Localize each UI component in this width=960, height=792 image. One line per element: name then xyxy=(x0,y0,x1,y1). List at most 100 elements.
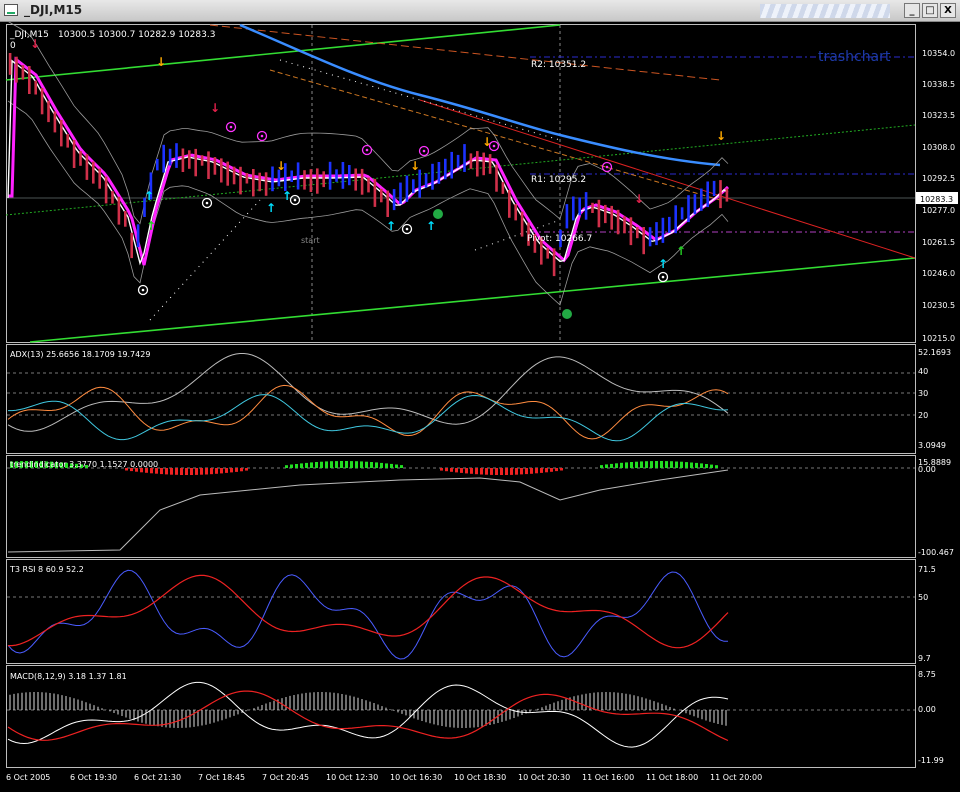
price-bar xyxy=(488,154,492,174)
trend-histogram-bar xyxy=(195,468,198,475)
circle-marker-icon xyxy=(256,130,268,142)
trend-histogram-bar xyxy=(645,461,648,468)
price-bar xyxy=(610,205,613,230)
close-button[interactable]: X xyxy=(940,3,956,18)
price-bar xyxy=(431,163,434,190)
trend-histogram-bar xyxy=(225,468,228,473)
trend-histogram-bar xyxy=(510,468,513,475)
sell-arrow-icon: ↓ xyxy=(210,101,220,115)
price-bar xyxy=(674,205,677,234)
macd-tick: -11.99 xyxy=(918,756,944,765)
price-bar xyxy=(693,194,697,215)
price-bar xyxy=(226,161,229,186)
price-bar xyxy=(424,173,428,188)
price-bar xyxy=(482,152,485,176)
trend-histogram-bar xyxy=(655,461,658,468)
sell-arrow-icon: ↓ xyxy=(30,37,40,51)
price-bar xyxy=(21,65,25,80)
window-title: _DJI,M15 xyxy=(24,3,83,17)
trend-histogram-bar xyxy=(135,468,138,472)
up-arrow-icon: ↑ xyxy=(146,219,156,233)
price-bar xyxy=(79,151,82,166)
price-bar xyxy=(220,158,223,183)
trend-histogram-bar xyxy=(175,468,178,475)
trend-histogram-bar xyxy=(500,468,503,475)
time-tick: 11 Oct 18:00 xyxy=(646,773,698,782)
orange-dashed-line xyxy=(209,24,721,81)
macd-label: MACD(8,12,9) 3.18 1.37 1.81 xyxy=(10,672,127,681)
price-bar xyxy=(386,190,389,217)
trend-histogram-bar xyxy=(385,463,388,468)
restore-button[interactable]: □ xyxy=(922,3,938,18)
price-bar xyxy=(335,169,338,182)
price-bar xyxy=(380,188,383,203)
chart-area[interactable]: ↓ ↓ ↓ ↓ ↓ ↓ ↓ ↓ ↑ ↑ ↑ ↑ ↑ ↑ ↑ ↑ _DJI,M15 10300.5 10300.… xyxy=(0,21,960,788)
trend-histogram-bar xyxy=(710,464,713,468)
price-bar xyxy=(15,56,18,83)
trend-histogram-bar xyxy=(480,468,483,475)
down-arrow-icon: ↓ xyxy=(716,129,726,143)
trend-histogram-bar xyxy=(345,461,348,468)
rsi-tick: 71.5 xyxy=(918,565,936,574)
window-titlebar[interactable]: _DJI,M15 _ □ X xyxy=(0,0,960,22)
price-bar xyxy=(85,154,89,180)
price-bar xyxy=(316,168,319,194)
time-tick: 10 Oct 20:30 xyxy=(518,773,570,782)
trend-histogram-bar xyxy=(525,468,528,475)
trend-histogram-bar xyxy=(50,461,53,468)
price-tick: 10277.0 xyxy=(922,206,955,215)
price-bar xyxy=(546,247,549,259)
trend-histogram-bar xyxy=(40,461,43,468)
circle-marker-icon xyxy=(657,271,669,283)
buy-arrow-icon: ↑ xyxy=(426,219,436,233)
buy-arrow-icon: ↑ xyxy=(144,189,154,203)
trend-histogram-bar xyxy=(310,462,313,468)
price-tick: 10338.5 xyxy=(922,80,955,89)
magenta-moving-average xyxy=(8,56,730,266)
trend-histogram-bar xyxy=(470,468,473,474)
circle-marker-icon xyxy=(205,201,209,205)
trend-histogram-bar xyxy=(660,461,663,468)
trend-histogram-bar xyxy=(65,462,68,468)
trend-histogram-bar xyxy=(520,468,523,475)
trend-histogram-bar xyxy=(245,468,248,471)
trend-histogram-bar xyxy=(10,461,13,468)
trend-histogram-bar xyxy=(60,462,63,468)
trend-histogram-bar xyxy=(560,468,563,471)
trend-histogram-bar xyxy=(125,468,128,471)
price-bar xyxy=(213,157,217,175)
price-bar xyxy=(591,202,594,213)
trend-histogram-bar xyxy=(45,461,48,468)
trend-histogram-bar xyxy=(140,468,143,473)
price-bar xyxy=(437,162,441,184)
price-bar xyxy=(476,151,479,177)
price-bar xyxy=(168,148,172,166)
trend-histogram-bar xyxy=(515,468,518,475)
price-bar xyxy=(66,134,69,148)
price-bar xyxy=(156,158,159,171)
price-tick: 10261.5 xyxy=(922,238,955,247)
price-bar xyxy=(533,234,537,253)
time-tick: 6 Oct 2005 xyxy=(6,773,50,782)
down-arrow-icon: ↓ xyxy=(410,159,420,173)
down-arrow-icon: ↓ xyxy=(482,135,492,149)
trend-histogram-bar xyxy=(300,463,303,468)
price-bar xyxy=(252,169,255,197)
price-bar xyxy=(348,165,351,186)
trend-histogram-bar xyxy=(320,461,323,468)
trend-histogram-bar xyxy=(325,461,328,468)
sell-arrow-icon: ↓ xyxy=(634,192,644,206)
start-label: start xyxy=(301,236,320,245)
price-bar xyxy=(232,166,236,185)
price-bar xyxy=(706,181,709,208)
trend-pane-frame xyxy=(6,455,916,558)
main-price-pane[interactable]: ↓ ↓ ↓ ↓ ↓ ↓ ↓ ↓ ↑ ↑ ↑ ↑ ↑ ↑ ↑ ↑ xyxy=(5,21,916,343)
chart-canvas[interactable]: ↓ ↓ ↓ ↓ ↓ ↓ ↓ ↓ ↑ ↑ ↑ ↑ ↑ ↑ ↑ ↑ _DJI,M15 10300.5 10300.… xyxy=(0,21,960,788)
trend-histogram-bar xyxy=(505,468,508,475)
trend-histogram-bar xyxy=(200,468,203,475)
price-tick: 10292.5 xyxy=(922,174,955,183)
minimize-button[interactable]: _ xyxy=(904,3,920,18)
price-bar xyxy=(354,168,357,191)
macd-signal-line xyxy=(7,690,729,742)
up-arrow-icon: ↑ xyxy=(676,244,686,258)
